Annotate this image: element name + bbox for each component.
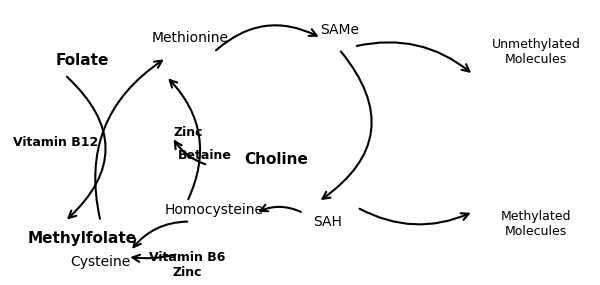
Text: Unmethylated
Molecules: Unmethylated Molecules: [491, 38, 580, 66]
Text: Methionine: Methionine: [152, 31, 229, 45]
Text: Cysteine: Cysteine: [70, 255, 131, 269]
Text: Vitamin B12: Vitamin B12: [13, 136, 98, 149]
Text: Methylated
Molecules: Methylated Molecules: [501, 210, 571, 238]
Text: Zinc: Zinc: [173, 126, 203, 139]
Text: Folate: Folate: [56, 53, 109, 68]
Text: Betaine: Betaine: [178, 149, 232, 162]
Text: Vitamin B6
Zinc: Vitamin B6 Zinc: [149, 251, 225, 279]
Text: Methylfolate: Methylfolate: [28, 231, 137, 246]
Text: SAH: SAH: [313, 215, 341, 229]
Text: Choline: Choline: [245, 152, 308, 167]
Text: SAMe: SAMe: [320, 23, 359, 36]
Text: Homocysteine: Homocysteine: [164, 203, 263, 217]
